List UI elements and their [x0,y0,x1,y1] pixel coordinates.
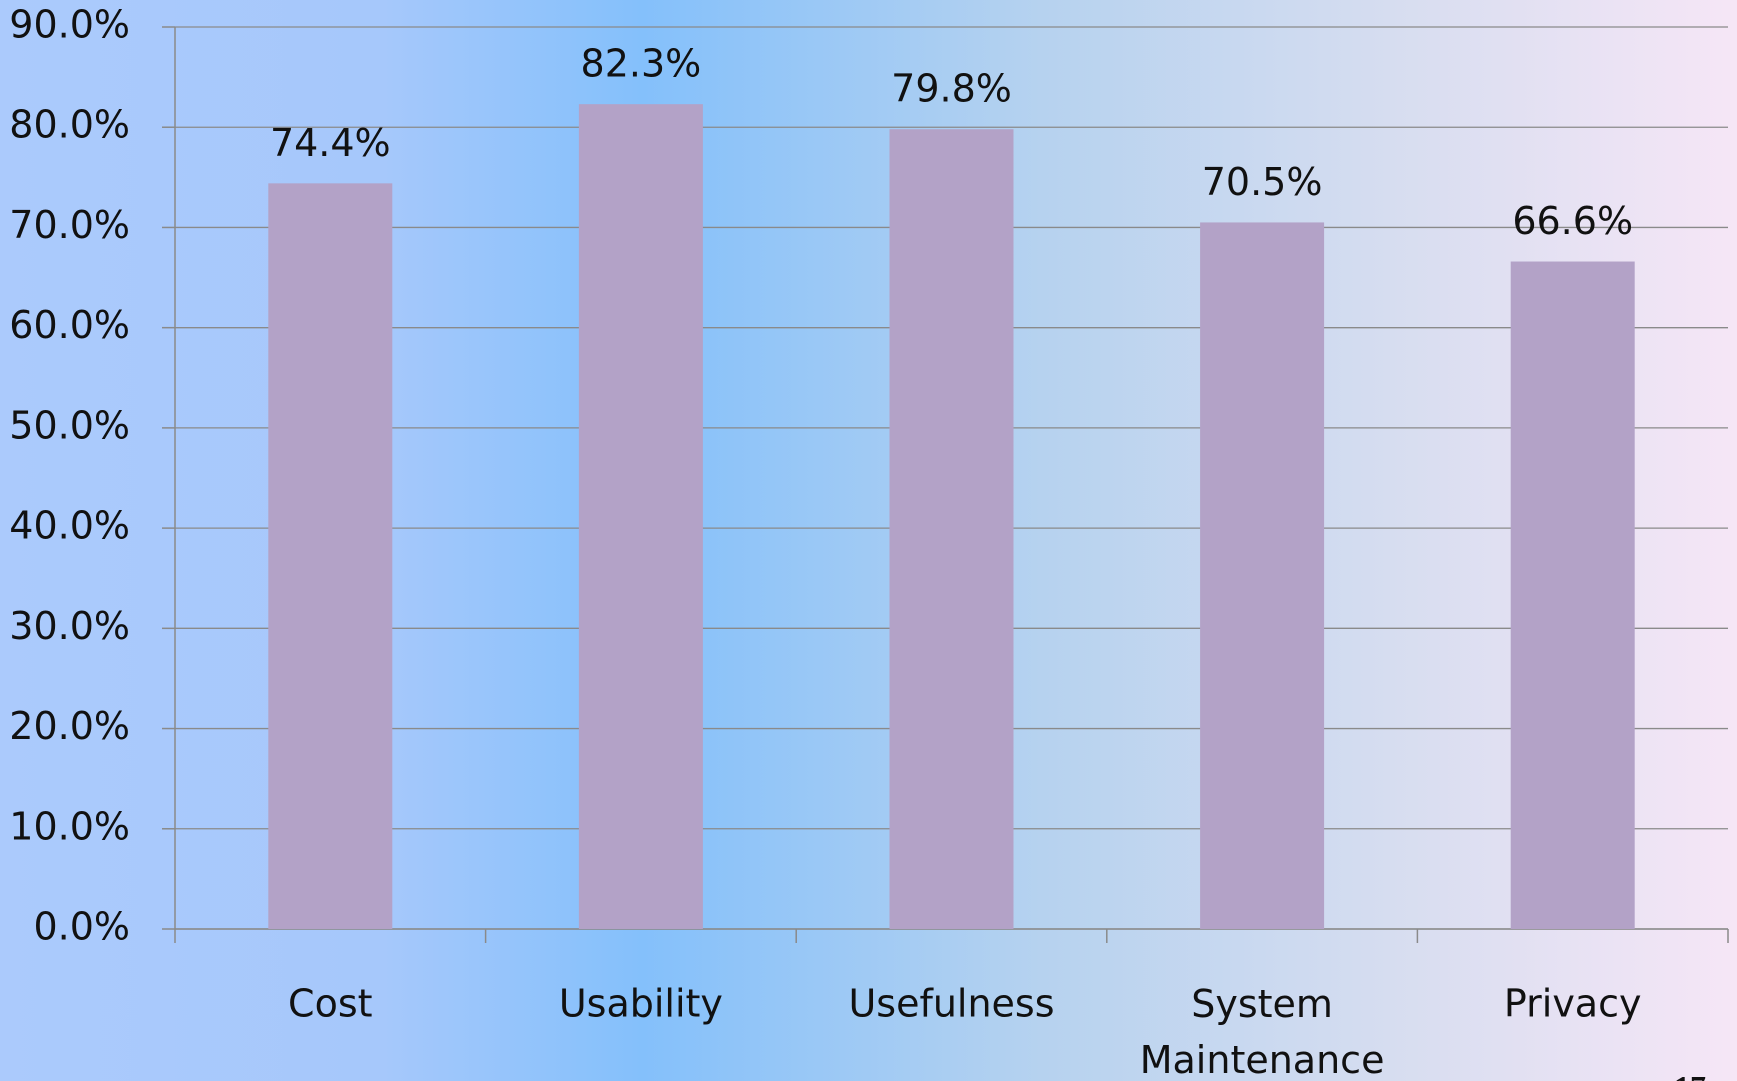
data-label: 70.5% [1202,160,1323,204]
y-tick-label: 20.0% [9,704,130,748]
y-tick-label: 80.0% [9,103,130,147]
y-tick-label: 90.0% [9,3,130,47]
x-tick-label: System Maintenance [1140,982,1385,1081]
data-label: 82.3% [581,42,702,86]
data-label: 66.6% [1512,199,1633,243]
data-label: 79.8% [891,67,1012,111]
y-tick-label: 70.0% [9,203,130,247]
y-tick-label: 0.0% [33,905,130,949]
x-tick-label: Privacy [1504,982,1642,1026]
y-tick-label: 60.0% [9,303,130,347]
bar [1510,261,1635,929]
y-tick-label: 50.0% [9,403,130,447]
x-tick-label: Cost [288,982,372,1026]
y-tick-label: 10.0% [9,804,130,848]
bar [578,104,703,929]
y-tick-label: 40.0% [9,504,130,548]
bar [1200,222,1325,929]
page-number: 17 [1674,1069,1706,1081]
y-tick-label: 30.0% [9,604,130,648]
data-label: 74.4% [270,121,391,165]
x-tick-label: Usability [559,982,723,1026]
bar [889,129,1014,929]
x-tick-label: Usefulness [848,982,1054,1026]
bar [268,183,393,929]
